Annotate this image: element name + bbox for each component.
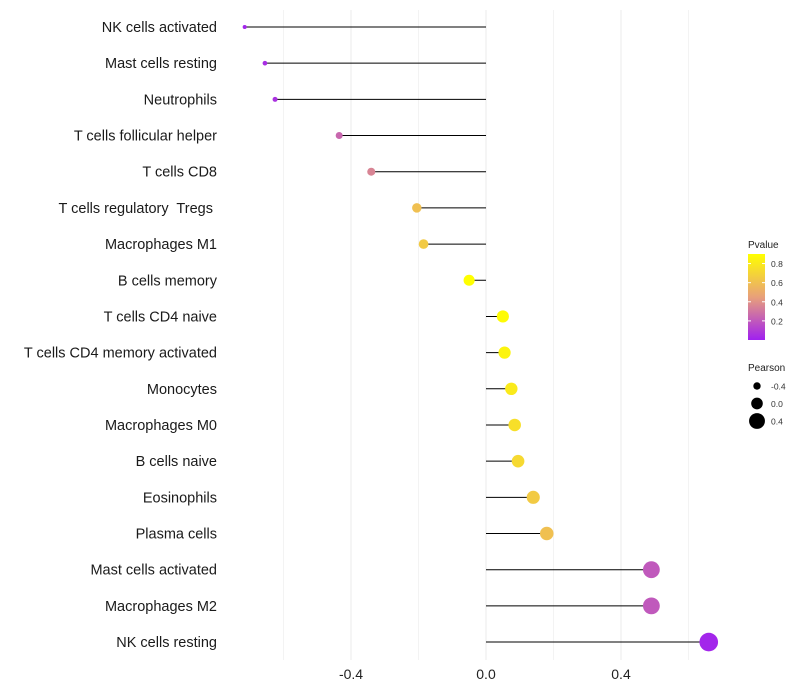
category-label: B cells naive [136, 454, 217, 470]
x-tick-label: 0.4 [611, 666, 631, 682]
category-label: T cells CD4 memory activated [24, 346, 217, 362]
lollipop-point [262, 60, 268, 66]
lollipop-point [272, 96, 278, 102]
category-label: Eosinophils [143, 490, 217, 506]
size-legend-label: -0.4 [771, 382, 786, 392]
colorbar-tick-label: 0.6 [771, 278, 783, 288]
category-labels: NK cells activated Mast cells resting Neut… [24, 20, 218, 651]
pvalue-legend-title: Pvalue [748, 240, 779, 251]
colorbar-tick-label: 0.4 [771, 297, 783, 307]
category-label: T cells CD8 [142, 165, 217, 181]
category-label: Monocytes [147, 382, 217, 398]
colorbar-tick-label: 0.2 [771, 316, 783, 326]
grid-layer [283, 10, 689, 660]
lollipop-point [526, 490, 540, 504]
pearson-legend-title: Pearson [748, 363, 785, 374]
lollipop-stems [244, 26, 709, 643]
category-label: Plasma cells [136, 527, 217, 543]
size-legend-point [751, 397, 763, 410]
pvalue-legend: Pvalue 0.8 0.6 0.4 0.2 [748, 240, 783, 340]
lollipop-point [511, 454, 525, 468]
lollipop-point [699, 632, 719, 652]
lollipop-point [418, 239, 429, 249]
category-label: Macrophages M0 [105, 418, 217, 434]
category-label: B cells memory [118, 273, 218, 289]
category-label: Mast cells activated [90, 563, 217, 579]
category-label: NK cells activated [102, 20, 217, 36]
size-legend-point [749, 413, 765, 429]
category-label: T cells CD4 naive [104, 309, 217, 325]
x-axis: -0.4 0.0 0.4 [339, 666, 631, 682]
lollipop-point [498, 346, 511, 359]
lollipop-point [496, 310, 509, 323]
x-tick-label: -0.4 [339, 666, 363, 682]
lollipop-point [242, 24, 247, 30]
category-label: Macrophages M1 [105, 237, 217, 253]
category-label: Mast cells resting [105, 56, 217, 72]
lollipop-point [463, 274, 475, 286]
size-legend-label: 0.0 [771, 399, 783, 409]
lollipop-point [367, 167, 376, 176]
lollipop-point [412, 203, 422, 213]
pvalue-colorbar [748, 254, 765, 340]
category-label: T cells follicular helper [74, 129, 217, 145]
lollipop-point [335, 132, 343, 140]
lollipop-point [539, 526, 554, 541]
x-tick-label: 0.0 [476, 666, 496, 682]
colorbar-tick-label: 0.8 [771, 259, 783, 269]
size-legend-label: 0.4 [771, 417, 783, 427]
lollipop-point [505, 382, 518, 396]
lollipop-point [642, 561, 660, 579]
pearson-legend: Pearson -0.4 0.0 0.4 [748, 363, 786, 429]
size-legend-point [753, 382, 761, 390]
category-label: T cells regulatory Tregs [59, 201, 218, 217]
category-label: Macrophages M2 [105, 599, 217, 615]
lollipop-point [508, 418, 521, 432]
category-label: NK cells resting [116, 635, 217, 651]
lollipop-points [242, 24, 719, 652]
lollipop-point [642, 597, 660, 615]
category-label: Neutrophils [144, 92, 217, 108]
